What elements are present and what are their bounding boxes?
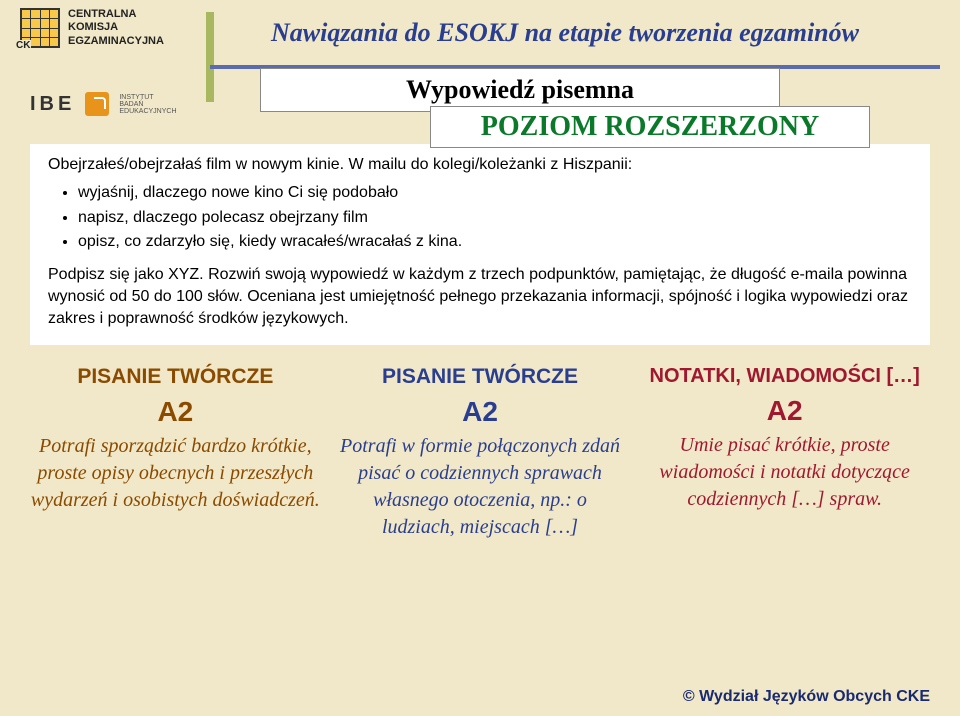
org-line3: EGZAMINACYJNA [68,35,164,48]
ibe-text: IBE [30,93,75,116]
task-bullet-1: wyjaśnij, dlaczego nowe kino Ci się podo… [78,182,912,204]
col2-level: A2 [335,393,626,431]
ibe-sub1: INSTYTUT [119,94,176,101]
org-line2: KOMISJA [68,21,164,34]
org-line1: CENTRALNA [68,8,164,21]
task-description: Obejrzałeś/obejrzałaś film w nowym kinie… [30,144,930,345]
col3-heading: NOTATKI, WIADOMOŚCI […] [639,363,930,390]
ibe-subtitle: INSTYTUT BADAŃ EDUKACYJNYCH [119,94,176,115]
level-box: POZIOM ROZSZERZONY [430,106,870,148]
task-bullet-2: napisz, dlaczego polecasz obejrzany film [78,207,912,229]
footer-copyright: © Wydział Języków Obcych CKE [683,688,930,706]
ck-label: CK [15,40,31,51]
divider-vertical [206,12,214,102]
column-3: NOTATKI, WIADOMOŚCI […] A2 Umie pisać kr… [639,363,930,541]
col1-level: A2 [30,393,321,431]
ibe-sub2: BADAŃ [119,101,176,108]
ibe-icon [85,92,109,116]
col2-heading: PISANIE TWÓRCZE [335,363,626,391]
column-2: PISANIE TWÓRCZE A2 Potrafi w formie połą… [335,363,626,541]
columns: PISANIE TWÓRCZE A2 Potrafi sporządzić ba… [30,363,930,541]
cke-logo-icon: CK [20,8,60,48]
task-bullets: wyjaśnij, dlaczego nowe kino Ci się podo… [78,182,912,253]
col1-body: Potrafi sporządzić bardzo krótkie, prost… [30,433,321,514]
column-1: PISANIE TWÓRCZE A2 Potrafi sporządzić ba… [30,363,321,541]
page-title: Nawiązania do ESOKJ na etapie tworzenia … [190,8,940,48]
task-intro: Obejrzałeś/obejrzałaś film w nowym kinie… [48,154,912,176]
header: CK CENTRALNA KOMISJA EGZAMINACYJNA Nawią… [0,0,960,48]
task-bullet-3: opisz, co zdarzyło się, kiedy wracałeś/w… [78,231,912,253]
col1-heading: PISANIE TWÓRCZE [30,363,321,391]
org-logo-block: CK CENTRALNA KOMISJA EGZAMINACYJNA [20,8,190,48]
col2-body: Potrafi w formie połączonych zdań pisać … [335,433,626,541]
ibe-sub3: EDUKACYJNYCH [119,108,176,115]
org-name: CENTRALNA KOMISJA EGZAMINACYJNA [68,8,164,48]
task-outro: Podpisz się jako XYZ. Rozwiń swoją wypow… [48,264,912,331]
col3-body: Umie pisać krótkie, proste wiadomości i … [639,432,930,513]
col3-level: A2 [639,392,930,430]
